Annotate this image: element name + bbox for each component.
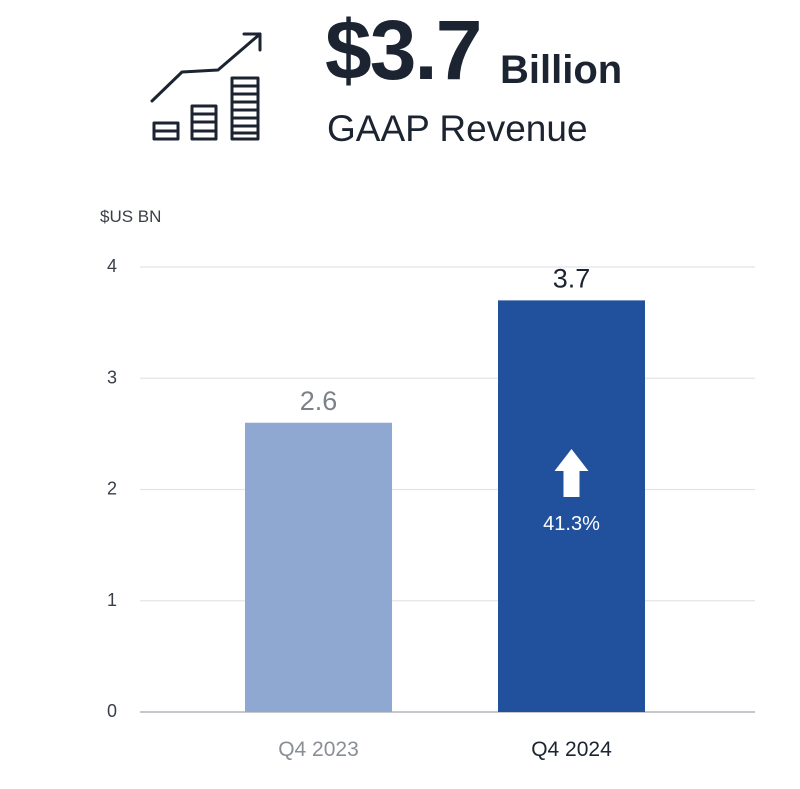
y-tick-label: 4 (107, 256, 117, 276)
headline-value: $3.7 (325, 3, 482, 97)
up-arrow-icon (554, 449, 589, 497)
grid-lines (140, 266, 755, 713)
value-label: 2.6 (300, 386, 338, 416)
bar (245, 422, 392, 712)
headline-caption: GAAP Revenue (327, 108, 588, 149)
growth-percentage: 41.3% (543, 513, 600, 535)
x-tick-labels: Q4 2023 Q4 2024 (278, 738, 612, 761)
bar (498, 300, 645, 712)
value-labels: 2.6 3.7 (300, 263, 591, 415)
bars (245, 300, 645, 712)
headline-unit: Billion (500, 48, 623, 92)
y-tick-label: 0 (107, 701, 117, 721)
x-tick-label: Q4 2024 (531, 738, 612, 761)
revenue-bar-chart: $US BN 0 1 2 3 4 2.6 3.7 Q4 2023 Q4 2024 41.3% (100, 207, 755, 761)
value-label: 3.7 (553, 263, 591, 293)
y-tick-label: 2 (107, 479, 117, 499)
y-tick-label: 1 (107, 590, 117, 610)
headline-block: $3.7 Billion GAAP Revenue (0, 0, 800, 160)
growth-bar-chart-icon (150, 32, 262, 141)
x-tick-label: Q4 2023 (278, 738, 359, 761)
y-axis-label: $US BN (100, 207, 161, 226)
y-tick-label: 3 (107, 367, 117, 387)
growth-annotation: 41.3% (543, 449, 600, 535)
y-tick-labels: 0 1 2 3 4 (107, 256, 117, 721)
